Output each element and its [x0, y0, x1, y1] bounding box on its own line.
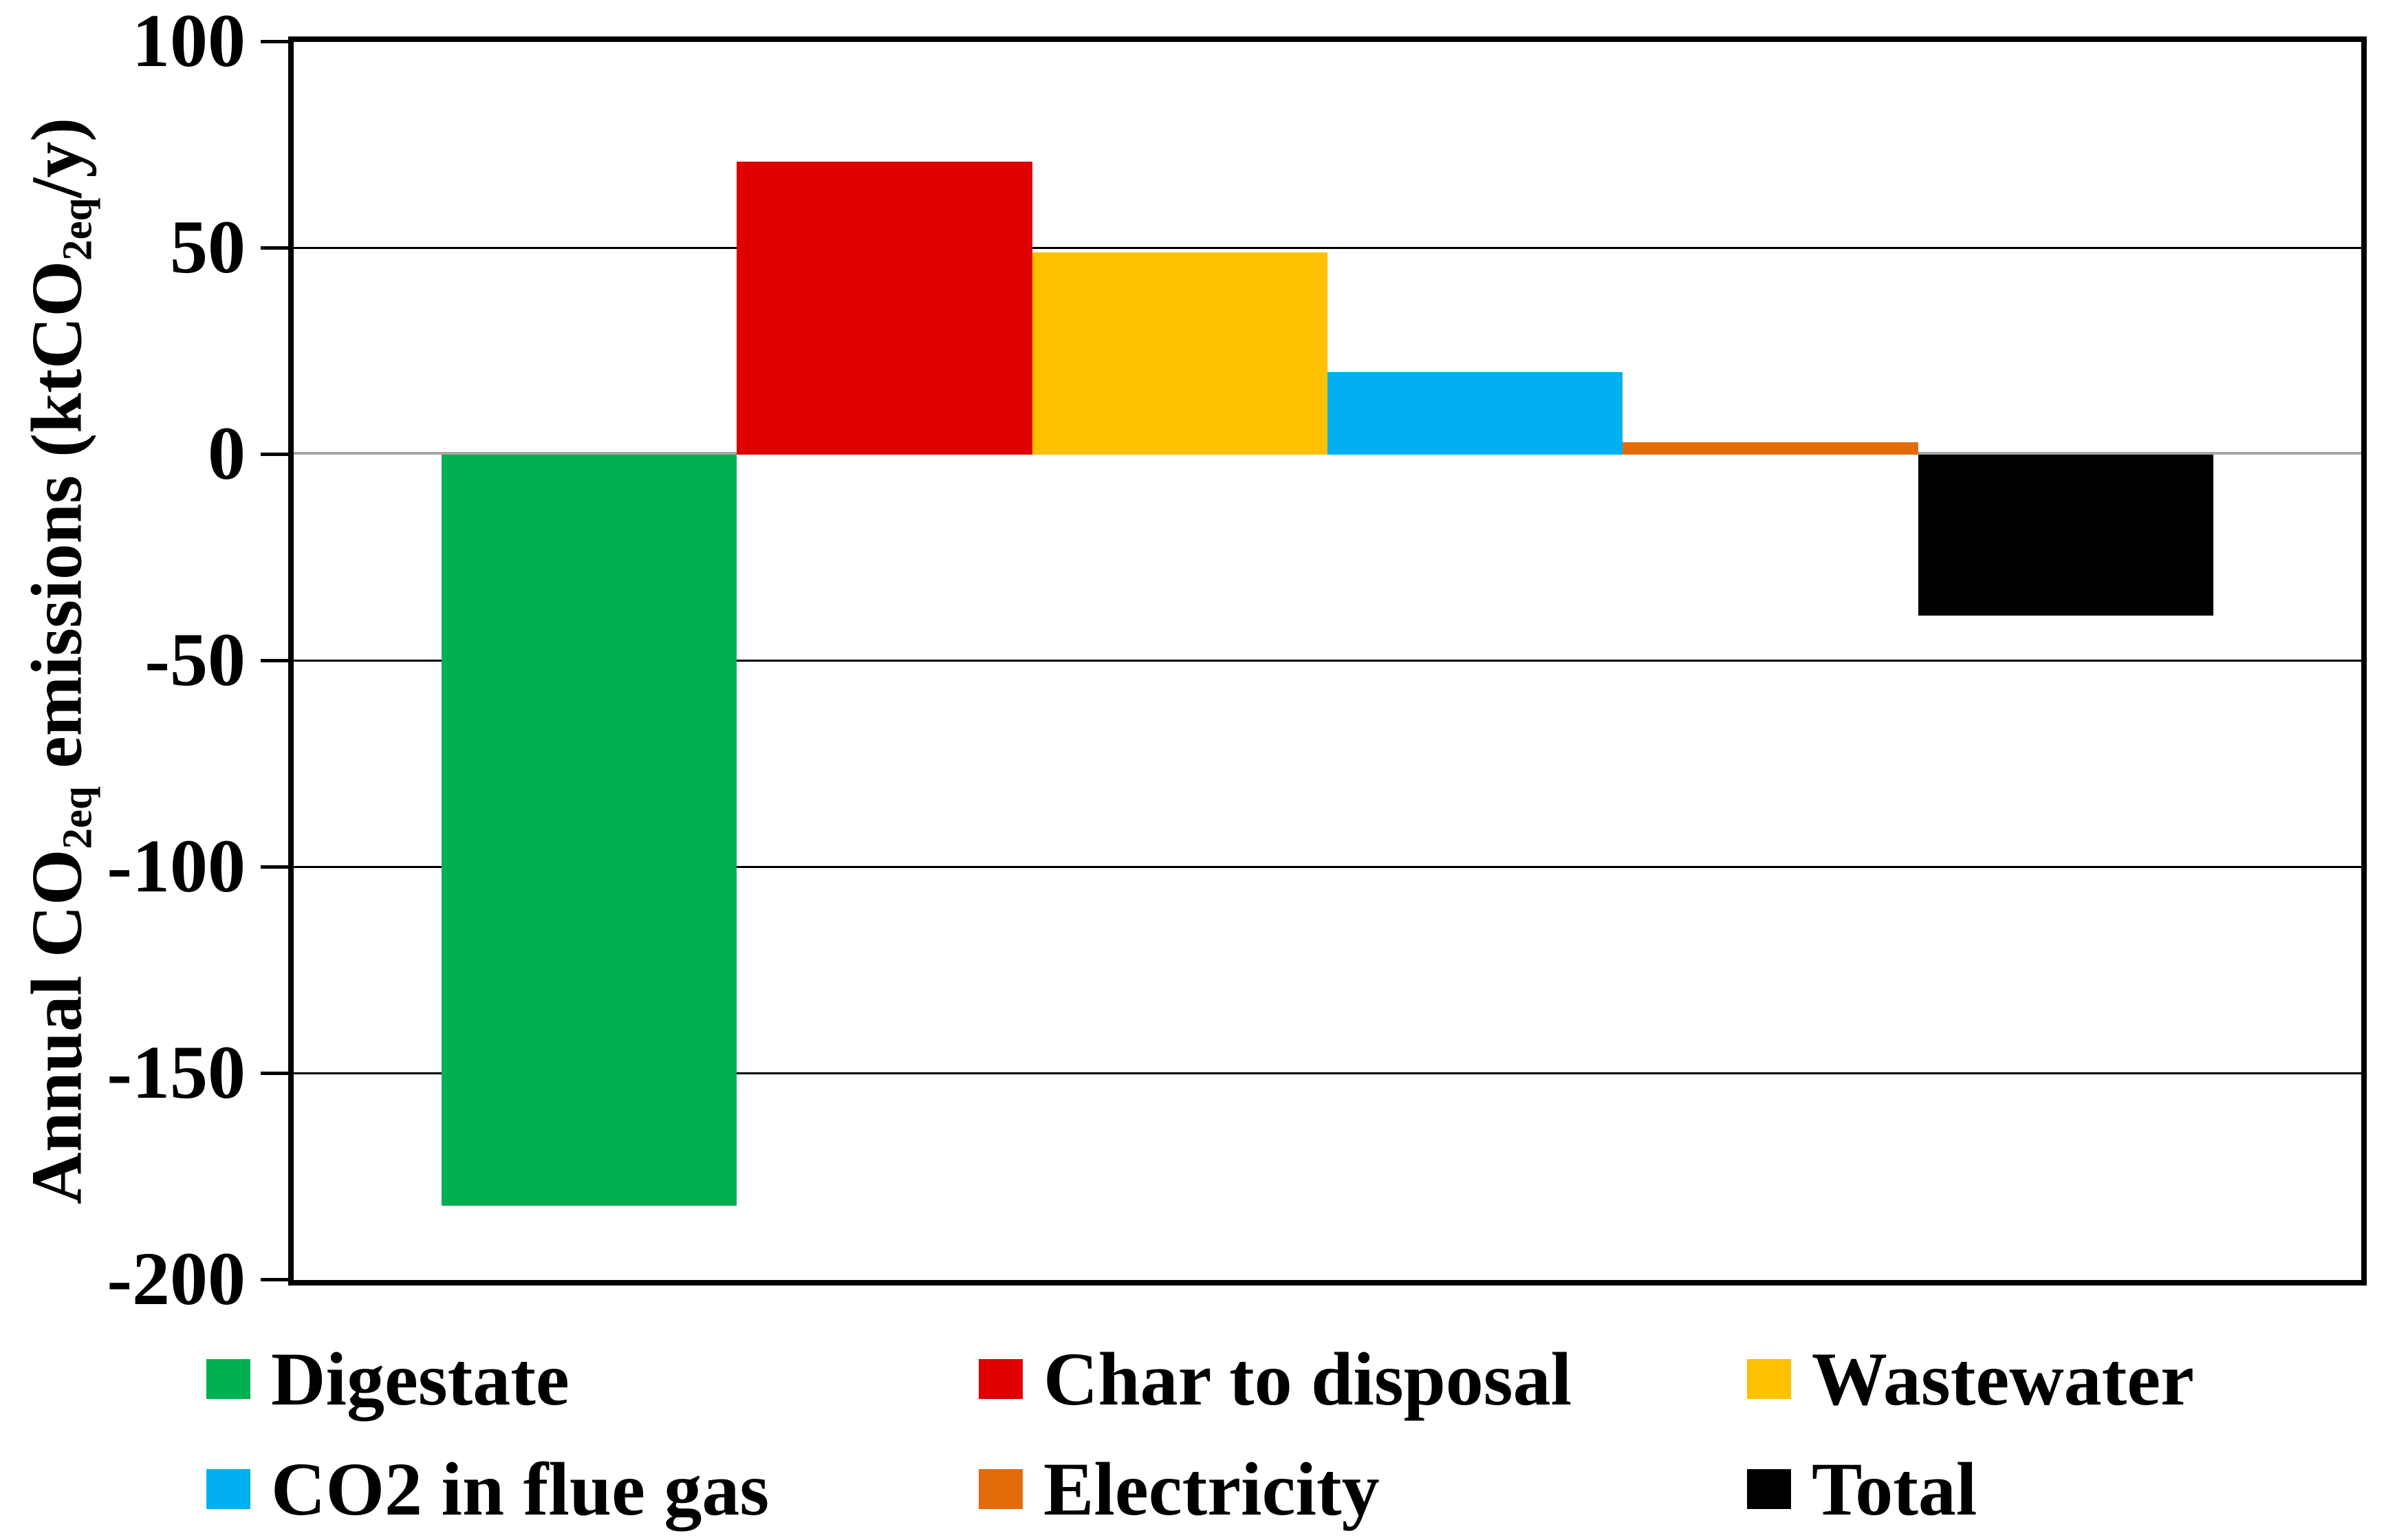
gridline	[294, 1072, 2361, 1074]
legend-item-char-to-disposal: Char to disposal	[979, 1341, 1572, 1417]
bar-wastewater	[1032, 252, 1327, 455]
bar-total	[1918, 455, 2214, 616]
legend-label: Total	[1812, 1447, 1977, 1531]
y-axis-tick	[261, 40, 288, 43]
y-axis-tick-label: 100	[132, 0, 246, 83]
y-axis-tick	[261, 865, 288, 869]
legend-item-electricity: Electricity	[979, 1451, 1380, 1527]
gridline	[294, 247, 2361, 249]
y-axis-tick-label: -150	[107, 1030, 246, 1114]
legend-label: Electricity	[1043, 1447, 1380, 1531]
bar-digestate	[441, 455, 737, 1206]
legend-swatch-icon	[1747, 1359, 1791, 1399]
y-axis-tick	[261, 659, 288, 662]
legend-item-total: Total	[1747, 1451, 1977, 1527]
bar-char-to-disposal	[737, 162, 1032, 455]
legend-item-digestate: Digestate	[206, 1341, 570, 1417]
legend-item-wastewater: Wastewater	[1747, 1341, 2194, 1417]
y-axis-tick-label: -100	[107, 824, 246, 908]
y-axis-title-text: /y)	[16, 117, 97, 198]
gridline	[294, 866, 2361, 868]
legend-swatch-icon	[1747, 1469, 1791, 1509]
bar-co2-in-flue-gas	[1327, 372, 1623, 455]
legend-label: CO2 in flue gas	[271, 1447, 770, 1531]
y-axis-tick	[261, 453, 288, 456]
y-axis-tick-label: 0	[208, 411, 246, 495]
y-axis-tick-label: 50	[170, 205, 246, 289]
y-axis-title-text: emissions (ktCO	[16, 260, 97, 787]
legend-swatch-icon	[206, 1359, 250, 1399]
legend-swatch-icon	[979, 1469, 1023, 1509]
legend-label: Wastewater	[1812, 1337, 2194, 1421]
y-axis-tick-label: -200	[107, 1237, 246, 1321]
y-axis-tick-label: -50	[144, 618, 246, 702]
legend-item-co2-in-flue-gas: CO2 in flue gas	[206, 1451, 769, 1527]
legend-swatch-icon	[206, 1469, 250, 1509]
legend-label: Char to disposal	[1043, 1337, 1572, 1421]
y-axis-tick	[261, 1072, 288, 1075]
legend-label: Digestate	[271, 1337, 570, 1421]
plot-area: 100 50 0 -50 -100 -150 -200	[107, 3, 2367, 1316]
y-axis-tick	[261, 246, 288, 250]
bar-electricity	[1623, 442, 1918, 455]
legend-swatch-icon	[979, 1359, 1023, 1399]
y-axis-tick	[261, 1278, 288, 1281]
gridline	[294, 660, 2361, 662]
